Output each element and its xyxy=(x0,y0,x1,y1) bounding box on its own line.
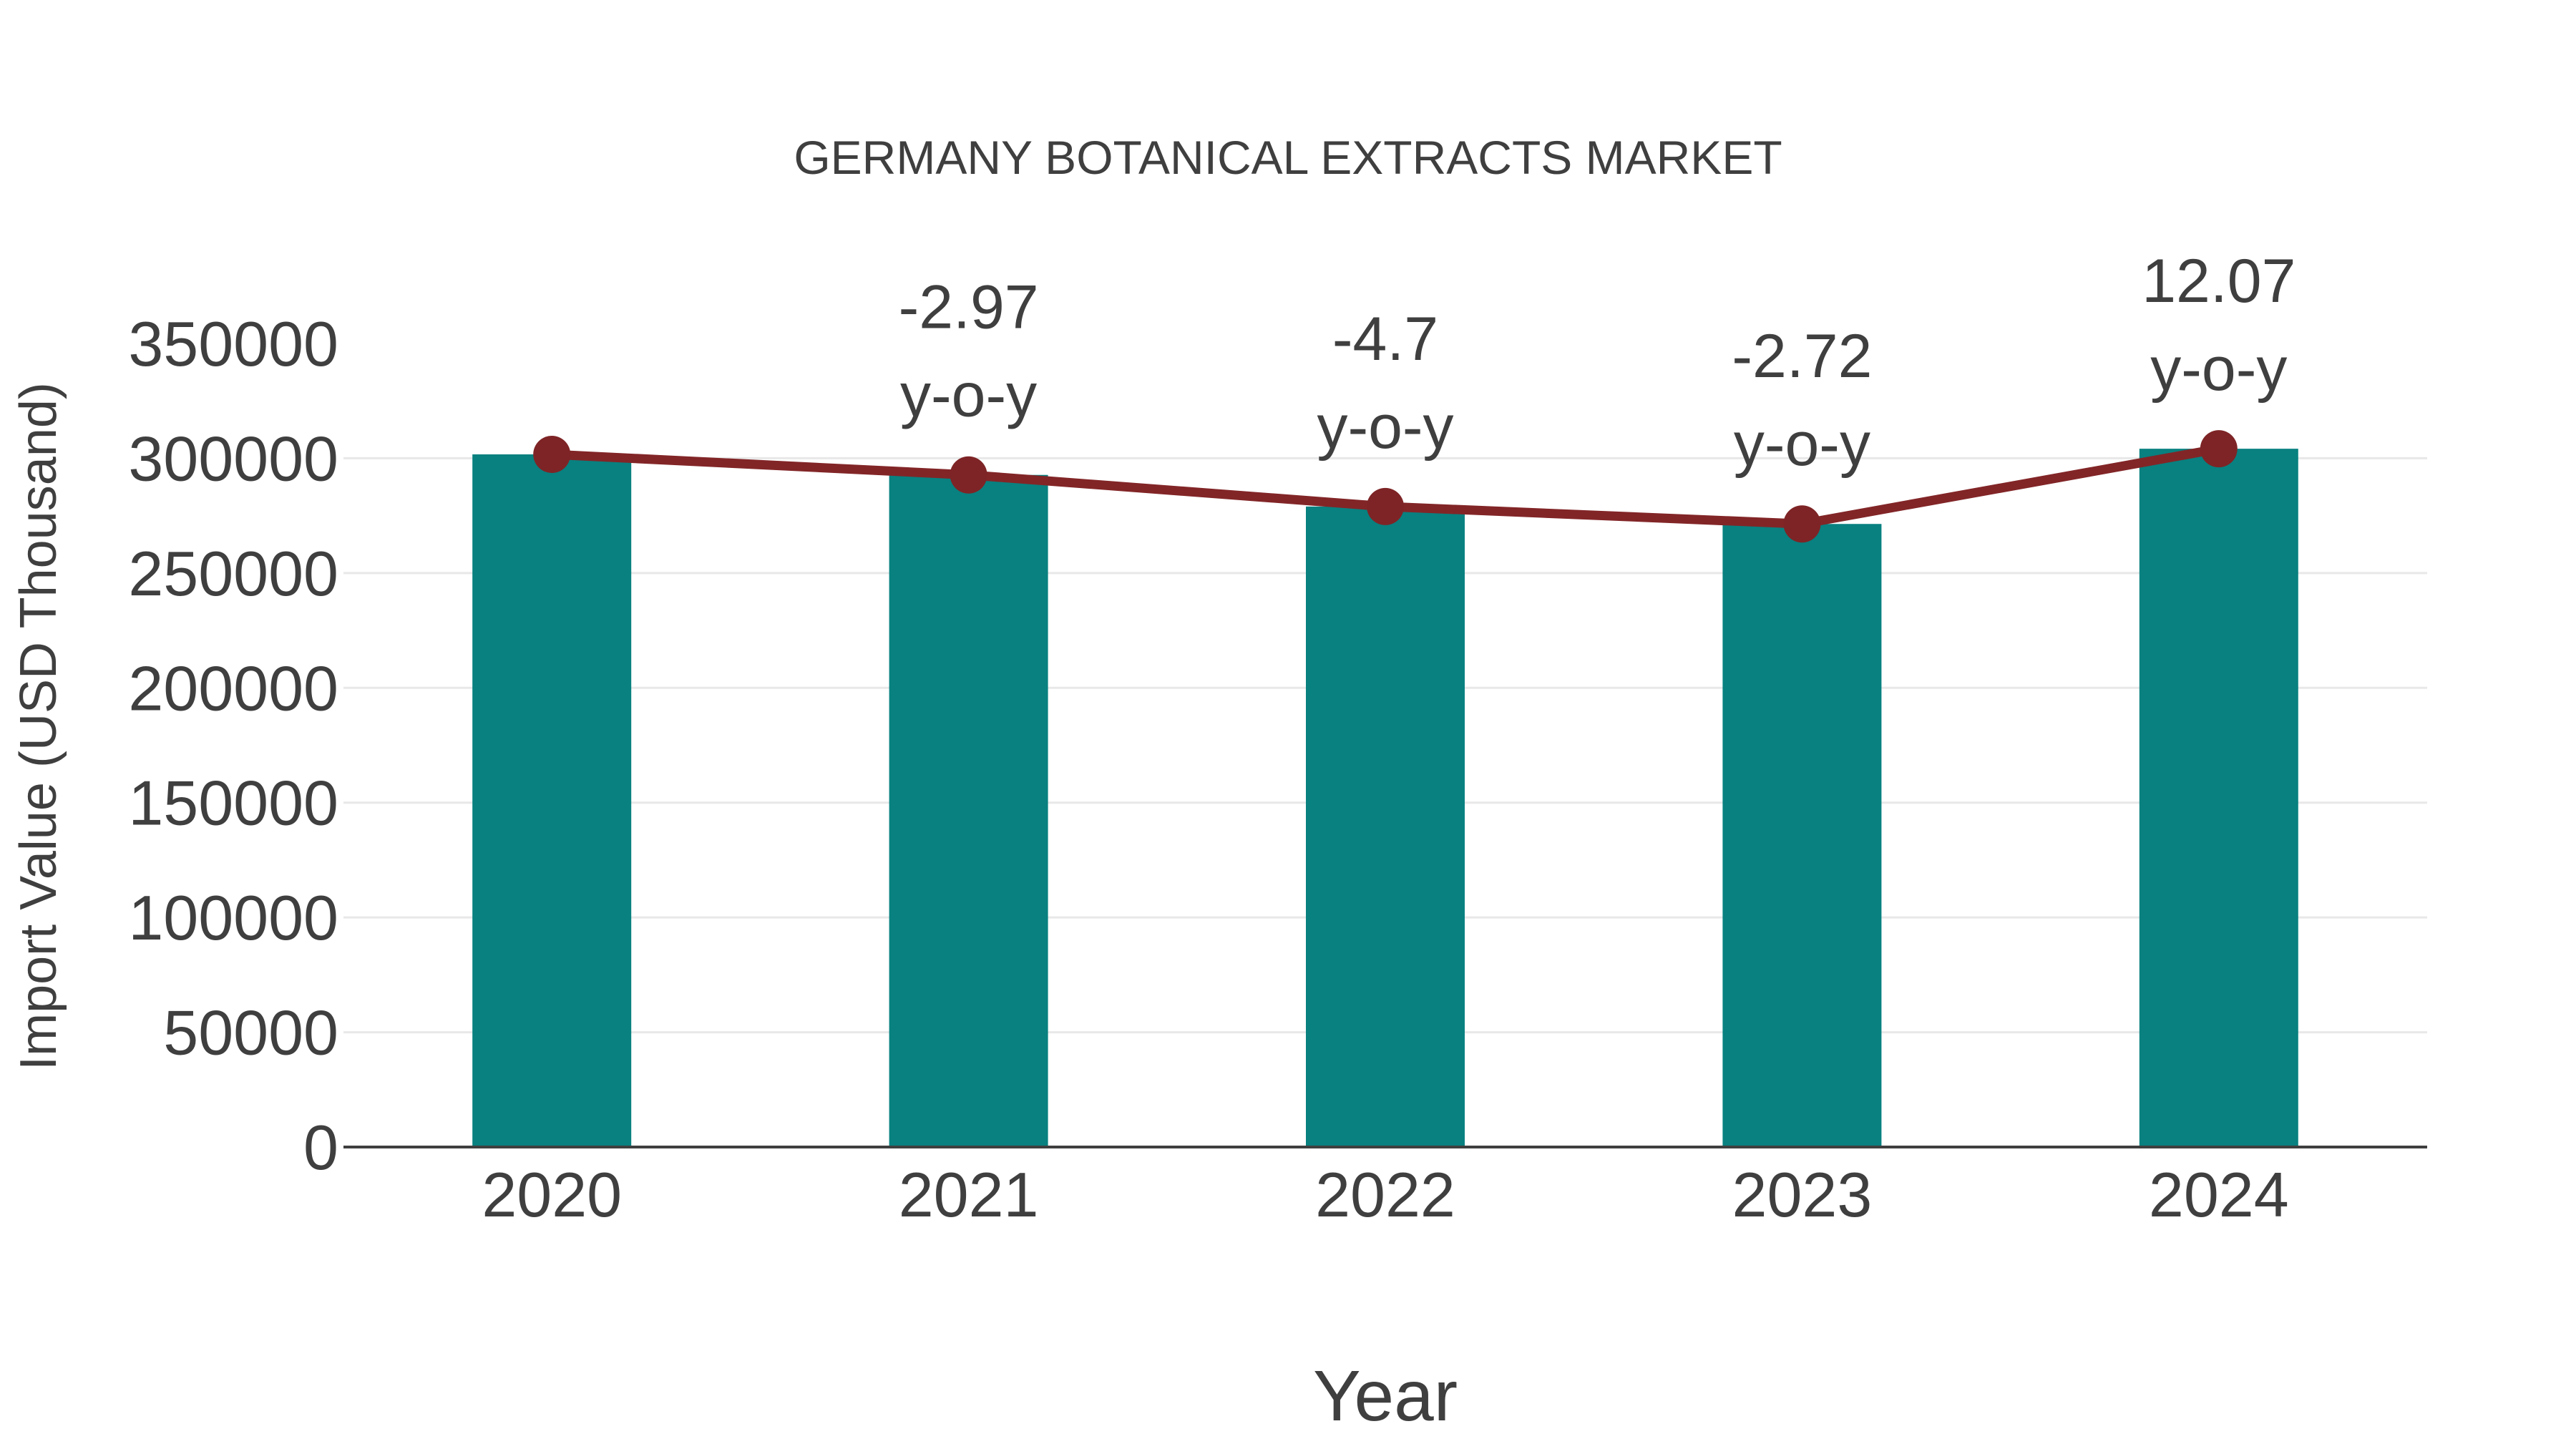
trend-marker-2021 xyxy=(950,456,987,494)
annotation-value-2024: 12.07 xyxy=(2142,247,2296,316)
x-tick-label-2020: 2020 xyxy=(482,1159,622,1230)
annotation-value-2022: -4.7 xyxy=(1332,305,1438,374)
x-tick-labels-layer: 2020 2021 2022 2023 2024 xyxy=(482,1159,2288,1230)
trend-marker-2023 xyxy=(1783,505,1821,543)
trend-marker-2022 xyxy=(1367,487,1404,525)
annotation-label-2022: y-o-y xyxy=(1317,393,1453,462)
y-tick-label-100000: 100000 xyxy=(128,882,338,953)
trend-markers-layer xyxy=(533,430,2238,543)
bar-2021 xyxy=(889,474,1048,1147)
bars-layer xyxy=(472,449,2298,1147)
annotation-value-2023: -2.72 xyxy=(1732,322,1872,391)
bar-2024 xyxy=(2139,449,2298,1147)
trend-marker-2020 xyxy=(533,435,571,473)
y-tick-label-250000: 250000 xyxy=(128,538,338,609)
y-tick-label-0: 0 xyxy=(303,1112,338,1183)
y-tick-label-50000: 50000 xyxy=(163,997,338,1068)
y-tick-labels-layer: 0 50000 100000 150000 200000 250000 300000 3500… xyxy=(128,308,338,1183)
x-axis-title: Year xyxy=(1313,1356,1458,1436)
y-tick-label-300000: 300000 xyxy=(128,423,338,494)
y-tick-label-200000: 200000 xyxy=(128,653,338,723)
y-tick-label-350000: 350000 xyxy=(128,308,338,379)
x-tick-label-2023: 2023 xyxy=(1732,1159,1873,1230)
bar-2022 xyxy=(1306,506,1465,1147)
x-tick-label-2024: 2024 xyxy=(2149,1159,2289,1230)
y-tick-label-150000: 150000 xyxy=(128,768,338,839)
chart-title: GERMANY BOTANICAL EXTRACTS MARKET xyxy=(794,131,1782,184)
y-axis-title: Import Value (USD Thousand) xyxy=(10,382,67,1070)
trend-marker-2024 xyxy=(2200,430,2238,468)
annotation-label-2024: y-o-y xyxy=(2150,335,2287,404)
bar-2020 xyxy=(472,454,632,1147)
bar-2023 xyxy=(1722,524,1882,1147)
annotation-label-2023: y-o-y xyxy=(1734,410,1870,479)
annotation-value-2021: -2.97 xyxy=(899,273,1039,342)
x-tick-label-2022: 2022 xyxy=(1315,1159,1455,1230)
x-tick-label-2021: 2021 xyxy=(899,1159,1039,1230)
annotations-layer: -2.97 y-o-y -4.7 y-o-y -2.72 y-o-y 12.07 y-o-y xyxy=(899,247,2296,479)
annotation-label-2021: y-o-y xyxy=(900,361,1037,430)
